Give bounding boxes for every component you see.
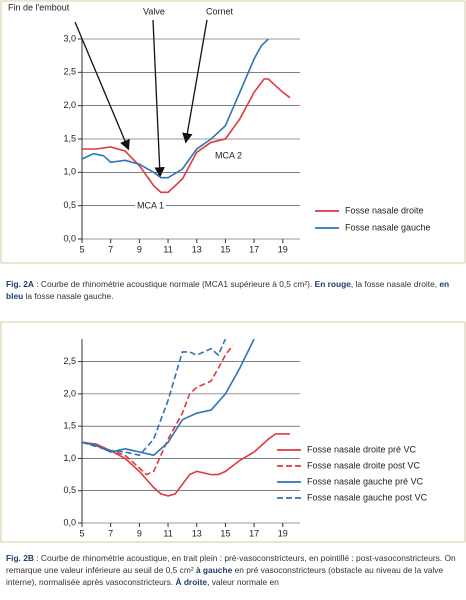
data-line <box>82 339 227 457</box>
x-tick-label: 9 <box>137 528 142 538</box>
x-tick-label: 5 <box>79 528 84 538</box>
data-line <box>82 39 269 179</box>
x-tick-label: 7 <box>108 244 113 254</box>
caption-text: En rouge <box>314 279 351 289</box>
x-tick-label: 11 <box>163 528 172 538</box>
y-tick-label: 0,0 <box>63 517 76 527</box>
frame <box>0 321 466 543</box>
y-tick-label: 1,5 <box>63 133 76 143</box>
data-line <box>82 433 290 497</box>
x-tick-label: 13 <box>192 244 202 254</box>
y-tick-label: 2,5 <box>63 67 76 77</box>
legend-label: Fosse nasale droite post VC <box>307 460 421 470</box>
annotation-bg <box>213 149 245 162</box>
caption-text: la fosse nasale gauche. <box>23 291 114 301</box>
y-tick-label: 0,5 <box>63 485 76 495</box>
y-tick-label: 3,0 <box>63 33 76 43</box>
caption-text: en pré vasoconstricteurs (obstacle au ni… <box>6 565 444 587</box>
legend-label: Fosse nasale gauche <box>345 222 431 232</box>
caption: Fig. 2B : Courbe de rhinométrie acoustiq… <box>6 552 460 588</box>
annotation: MCA 2 <box>215 150 242 160</box>
x-tick-label: 19 <box>278 244 288 254</box>
frame <box>0 0 466 264</box>
annotation-bg <box>204 5 236 18</box>
legend-label: Fosse nasale droite <box>345 205 424 215</box>
data-line <box>82 339 255 457</box>
caption-text: : Courbe de rhinométrie acoustique norma… <box>33 279 315 289</box>
annotation-bg <box>6 1 72 14</box>
caption-text: en bleu <box>6 279 450 301</box>
x-tick-label: 9 <box>137 244 142 254</box>
legend-label: Fosse nasale gauche post VC <box>307 492 428 502</box>
data-line <box>82 345 234 476</box>
x-tick-label: 5 <box>79 244 84 254</box>
caption-text: Fig. 2B <box>6 553 34 563</box>
x-tick-label: 11 <box>163 244 172 254</box>
y-tick-label: 1,0 <box>63 167 76 177</box>
y-tick-label: 1,0 <box>63 453 76 463</box>
x-tick-label: 15 <box>220 528 230 538</box>
y-tick-label: 2,5 <box>63 356 76 366</box>
y-tick-label: 1,5 <box>63 421 76 431</box>
caption-text: , la fosse nasale droite, <box>350 279 440 289</box>
annotation: MCA 1 <box>137 200 164 210</box>
arrow <box>182 19 208 144</box>
y-tick-label: 2,0 <box>63 100 76 110</box>
annotation: Valve <box>143 6 165 16</box>
data-line <box>82 78 291 194</box>
caption-text: à gauche <box>195 565 233 575</box>
x-tick-label: 17 <box>249 244 259 254</box>
x-tick-label: 17 <box>249 528 259 538</box>
annotation-bg <box>141 5 167 18</box>
x-tick-label: 13 <box>192 528 202 538</box>
arrow <box>74 21 130 151</box>
y-tick-label: 2,0 <box>63 388 76 398</box>
annotation: Fin de l'embout <box>8 2 70 12</box>
y-tick-label: 0,0 <box>63 233 76 243</box>
caption-text: : Courbe de rhinométrie acoustique, en t… <box>6 553 456 575</box>
legend-label: Fosse nasale gauche pré VC <box>307 476 424 486</box>
caption-text: , valeur normale en <box>207 577 279 587</box>
annotation-bg <box>135 199 167 212</box>
caption-text: Fig. 2A <box>6 279 34 289</box>
y-tick-label: 0,5 <box>63 200 76 210</box>
caption-text: À droite <box>175 577 208 587</box>
x-tick-label: 7 <box>108 528 113 538</box>
arrow <box>152 19 165 178</box>
legend-label: Fosse nasale droite pré VC <box>307 444 417 454</box>
x-tick-label: 19 <box>278 528 288 538</box>
annotation: Cornet <box>206 6 234 16</box>
caption: Fig. 2A : Courbe de rhinométrie acoustiq… <box>6 278 460 302</box>
x-tick-label: 15 <box>220 244 230 254</box>
